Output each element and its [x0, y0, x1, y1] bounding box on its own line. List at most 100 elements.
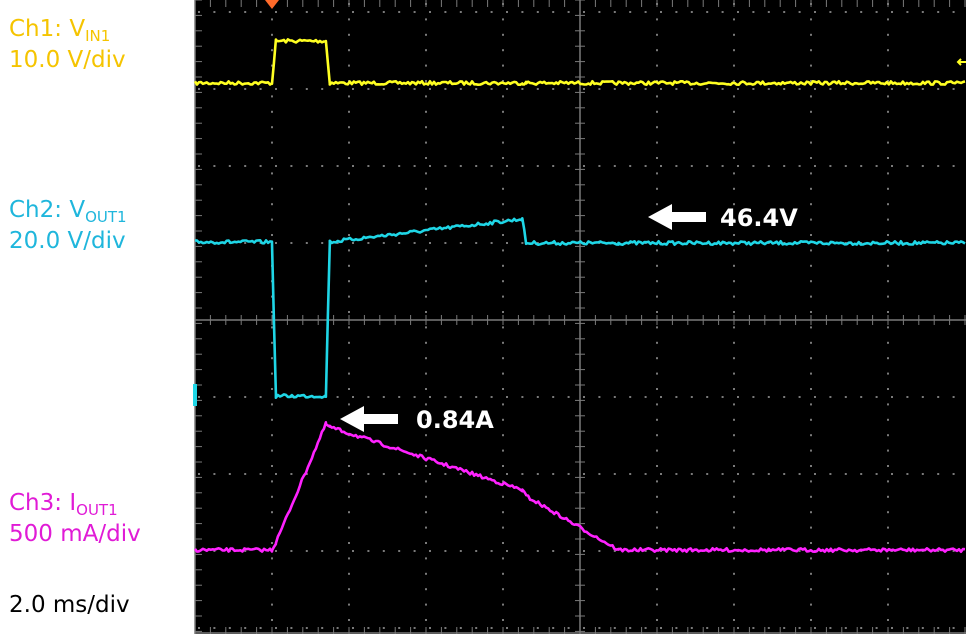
- grid-dot: [336, 88, 339, 90]
- grid-dot: [733, 542, 735, 544]
- grid-dot: [348, 64, 350, 67]
- grid-dot: [887, 172, 889, 175]
- grid-dot: [271, 18, 273, 21]
- grid-dot: [860, 242, 863, 244]
- grid-dot: [502, 203, 504, 206]
- grid-dot: [413, 242, 416, 244]
- grid-dot: [814, 11, 816, 13]
- grid-dot: [425, 249, 427, 252]
- grid-dot: [887, 480, 889, 483]
- grid-dot: [952, 11, 955, 13]
- grid-dot: [425, 495, 427, 498]
- grid-dot: [444, 165, 447, 167]
- grid-dot: [660, 473, 662, 475]
- grid-dot: [810, 572, 812, 575]
- grid-dot: [290, 550, 293, 552]
- grid-dot: [382, 88, 385, 90]
- grid-dot: [656, 557, 658, 560]
- grid-dot: [321, 473, 324, 475]
- grid-dot: [271, 434, 273, 437]
- grid-dot: [502, 388, 504, 390]
- grid-dot: [921, 11, 924, 13]
- grid-dot: [459, 242, 462, 244]
- grid-dot: [598, 165, 601, 167]
- grid-dot: [733, 203, 735, 206]
- grid-dot: [644, 627, 647, 629]
- grid-dot: [656, 542, 658, 544]
- grid-dot: [644, 165, 647, 167]
- grid-dot: [348, 264, 350, 267]
- grid-dot: [887, 326, 889, 329]
- grid-dot: [656, 203, 658, 206]
- grid-dot: [656, 295, 658, 298]
- grid-dot: [271, 572, 273, 575]
- grid-dot: [198, 396, 200, 398]
- grid-dot: [860, 396, 863, 398]
- grid-dot: [367, 550, 370, 552]
- grid-dot: [502, 95, 504, 98]
- grid-dot: [502, 572, 504, 575]
- grid-dot: [348, 603, 350, 606]
- grid-dot: [810, 264, 812, 267]
- grid-dot: [567, 627, 570, 629]
- grid-dot: [425, 218, 427, 221]
- grid-dot: [506, 473, 508, 475]
- grid-dot: [382, 165, 385, 167]
- grid-dot: [733, 234, 735, 236]
- grid-dot: [398, 396, 401, 398]
- grid-dot: [798, 88, 801, 90]
- grid-dot: [613, 627, 616, 629]
- grid-dot: [305, 165, 308, 167]
- grid-dot: [290, 627, 293, 629]
- grid-dot: [259, 11, 262, 13]
- grid-dot: [733, 326, 735, 329]
- grid-dot: [733, 64, 735, 67]
- grid-dot: [275, 165, 277, 167]
- grid-dot: [887, 157, 889, 159]
- ch2-label: Ch2: VOUT1 20.0 V/div: [9, 195, 127, 257]
- grid-dot: [502, 449, 504, 452]
- grid-dot: [348, 141, 350, 144]
- grid-dot: [425, 388, 427, 390]
- grid-dot: [783, 473, 786, 475]
- grid-dot: [660, 165, 662, 167]
- grid-dot: [367, 242, 370, 244]
- grid-dot: [244, 11, 247, 13]
- ch2-subscript: OUT1: [85, 208, 127, 226]
- trace-ch2: [194, 217, 966, 399]
- grid-dot: [444, 627, 447, 629]
- grid-dot: [459, 88, 462, 90]
- grid-dot: [348, 357, 350, 360]
- grid-dot: [382, 396, 385, 398]
- grid-dot: [502, 311, 504, 313]
- grid-dot: [271, 449, 273, 452]
- grid-dot: [398, 242, 401, 244]
- grid-dot: [213, 550, 216, 552]
- grid-dot: [656, 495, 658, 498]
- grid-dot: [459, 165, 462, 167]
- grid-dot: [228, 165, 231, 167]
- grid-dot: [810, 465, 812, 467]
- grid-dot: [921, 396, 924, 398]
- grid-dot: [887, 619, 889, 621]
- grid-dot: [810, 18, 812, 21]
- grid-dot: [733, 126, 735, 129]
- grid-dot: [613, 165, 616, 167]
- grid-dot: [767, 88, 770, 90]
- grid-dot: [887, 64, 889, 67]
- grid-dot: [675, 396, 678, 398]
- grid-dot: [413, 627, 416, 629]
- grid-dot: [321, 88, 324, 90]
- grid-dot: [429, 88, 431, 90]
- grid-dot: [271, 588, 273, 591]
- grid-dot: [887, 542, 889, 544]
- grid-dot: [733, 449, 735, 452]
- grid-dot: [814, 88, 816, 90]
- grid-dot: [583, 550, 585, 552]
- grid-dot: [502, 403, 504, 406]
- grid-dot: [906, 11, 909, 13]
- grid-dot: [271, 557, 273, 560]
- grid-dot: [733, 18, 735, 21]
- grid-dot: [425, 80, 427, 82]
